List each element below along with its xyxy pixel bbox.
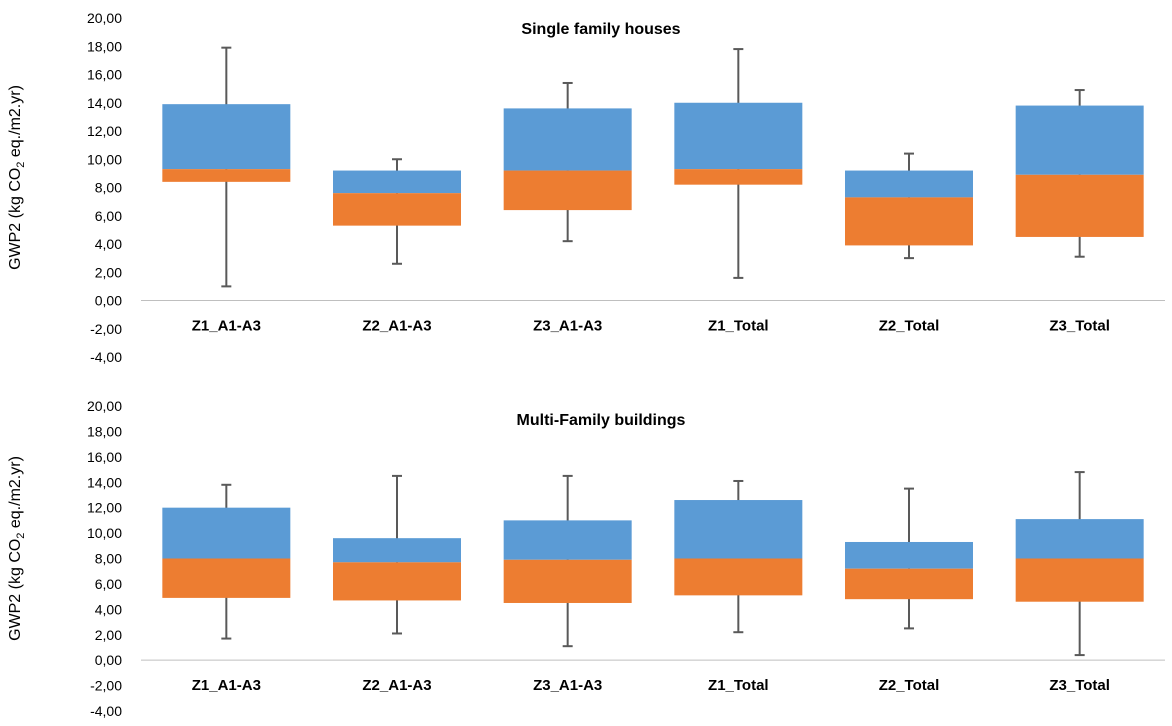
box-upper-quartile — [845, 170, 973, 198]
box-lower-quartile — [333, 193, 461, 226]
chart-title: Multi-Family buildings — [517, 412, 686, 429]
x-category-label: Z2_Total — [879, 677, 940, 694]
box-lower-quartile — [162, 558, 291, 598]
x-category-label: Z3_A1-A3 — [533, 677, 602, 694]
box-lower-quartile — [674, 558, 803, 596]
box-upper-quartile — [845, 541, 973, 569]
y-tick-label: 6,00 — [95, 576, 122, 592]
y-tick-label: 18,00 — [87, 423, 122, 439]
box-lower-quartile — [162, 169, 291, 182]
y-tick-label: 20,00 — [87, 10, 122, 26]
y-tick-label: 0,00 — [95, 652, 122, 668]
x-category-label: Z1_A1-A3 — [192, 677, 261, 694]
box-upper-quartile — [503, 108, 632, 171]
y-tick-label: -4,00 — [90, 703, 122, 719]
y-tick-label: 16,00 — [87, 449, 122, 465]
y-tick-label: 2,00 — [95, 264, 122, 280]
box-lower-quartile — [845, 197, 973, 246]
x-category-label: Z3_Total — [1049, 318, 1110, 335]
y-tick-label: 12,00 — [87, 123, 122, 139]
x-category-label: Z1_A1-A3 — [192, 318, 261, 335]
box-upper-quartile — [1015, 519, 1144, 559]
y-tick-label: -2,00 — [90, 321, 122, 337]
box-lower-quartile — [1015, 174, 1144, 237]
box-lower-quartile — [333, 562, 461, 601]
box-upper-quartile — [1015, 105, 1144, 175]
y-tick-label: -4,00 — [90, 349, 122, 365]
box-upper-quartile — [162, 104, 291, 170]
x-category-label: Z3_A1-A3 — [533, 318, 602, 335]
box-upper-quartile — [503, 520, 632, 560]
y-tick-label: 8,00 — [95, 180, 122, 196]
y-tick-label: 14,00 — [87, 474, 122, 490]
box-lower-quartile — [845, 568, 973, 600]
y-tick-label: 12,00 — [87, 500, 122, 516]
y-tick-label: 6,00 — [95, 208, 122, 224]
x-category-label: Z3_Total — [1049, 677, 1110, 694]
box-lower-quartile — [674, 169, 803, 185]
y-tick-label: 10,00 — [87, 151, 122, 167]
y-tick-label: 4,00 — [95, 601, 122, 617]
y-tick-label: -2,00 — [90, 678, 122, 694]
box-upper-quartile — [333, 538, 461, 563]
y-tick-label: 10,00 — [87, 525, 122, 541]
chart-title: Single family houses — [521, 21, 680, 38]
y-tick-label: 8,00 — [95, 551, 122, 567]
box-upper-quartile — [674, 500, 803, 559]
y-tick-label: 0,00 — [95, 293, 122, 309]
box-upper-quartile — [162, 507, 291, 559]
x-category-label: Z1_Total — [708, 677, 769, 694]
box-upper-quartile — [333, 170, 461, 194]
y-tick-label: 4,00 — [95, 236, 122, 252]
x-category-label: Z2_A1-A3 — [362, 677, 431, 694]
box-lower-quartile — [503, 170, 632, 211]
x-category-label: Z2_A1-A3 — [362, 318, 431, 335]
y-axis-label: GWP2 (kg CO2 eq./m2.yr) — [7, 85, 27, 270]
y-tick-label: 18,00 — [87, 38, 122, 54]
box-upper-quartile — [674, 102, 803, 170]
x-category-label: Z1_Total — [708, 318, 769, 335]
y-tick-label: 16,00 — [87, 67, 122, 83]
y-tick-label: 14,00 — [87, 95, 122, 111]
y-axis-label: GWP2 (kg CO2 eq./m2.yr) — [7, 456, 27, 641]
x-category-label: Z2_Total — [879, 318, 940, 335]
box-lower-quartile — [503, 559, 632, 603]
box-lower-quartile — [1015, 558, 1144, 602]
y-tick-label: 20,00 — [87, 398, 122, 414]
y-tick-label: 2,00 — [95, 627, 122, 643]
